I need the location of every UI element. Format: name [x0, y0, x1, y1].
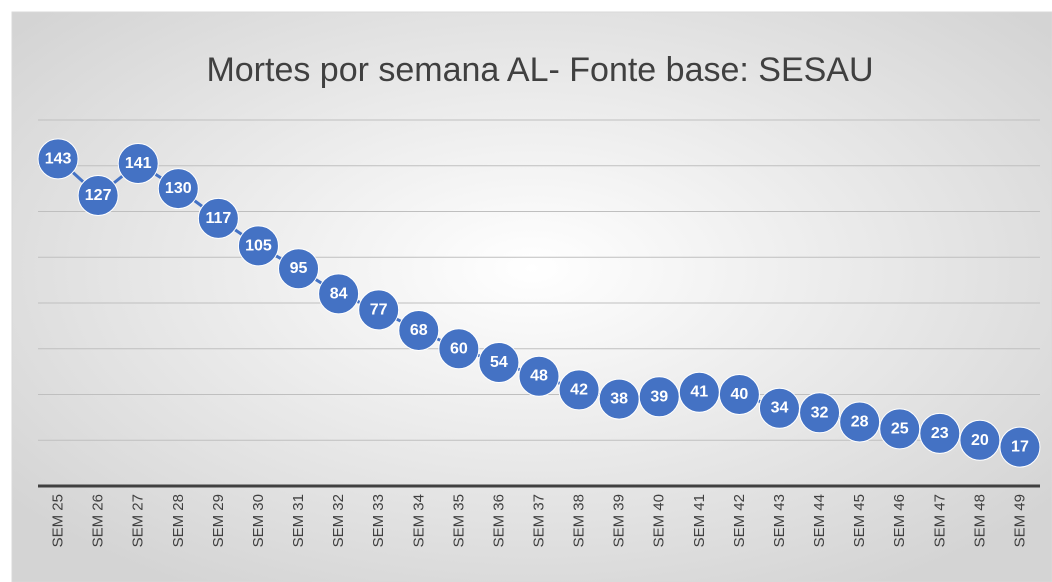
- x-tick-label: SEM 34: [410, 494, 427, 547]
- data-label: 20: [971, 432, 989, 449]
- x-tick-label: SEM 25: [50, 494, 67, 547]
- x-tick-label: SEM 26: [90, 494, 107, 547]
- marker: [999, 426, 1041, 468]
- data-label: 60: [450, 340, 468, 357]
- marker: [799, 392, 841, 434]
- marker: [398, 309, 440, 351]
- x-tick-label: SEM 37: [531, 494, 548, 547]
- data-label: 42: [570, 381, 588, 398]
- data-label: 84: [330, 285, 348, 302]
- data-label: 28: [851, 413, 869, 430]
- data-label: 105: [245, 237, 272, 254]
- x-tick-label: SEM 44: [811, 494, 828, 547]
- data-label: 41: [690, 384, 708, 401]
- x-tick-label: SEM 41: [691, 494, 708, 547]
- data-label: 32: [811, 404, 829, 421]
- x-tick-label: SEM 42: [731, 494, 748, 547]
- data-label: 17: [1011, 439, 1029, 456]
- marker: [919, 412, 961, 454]
- data-label: 25: [891, 420, 909, 437]
- marker: [237, 225, 279, 267]
- data-label: 54: [490, 354, 508, 371]
- marker: [37, 138, 79, 180]
- data-label: 77: [370, 301, 388, 318]
- marker: [278, 248, 320, 290]
- x-tick-label: SEM 29: [210, 494, 227, 547]
- marker: [438, 328, 480, 370]
- marker: [879, 408, 921, 450]
- data-label: 48: [530, 368, 548, 385]
- marker: [758, 387, 800, 429]
- x-tick-label: SEM 28: [170, 494, 187, 547]
- data-label: 141: [125, 155, 152, 172]
- x-tick-label: SEM 47: [931, 494, 948, 547]
- x-tick-label: SEM 48: [971, 494, 988, 547]
- x-tick-label: SEM 49: [1011, 494, 1028, 547]
- x-tick-label: SEM 30: [250, 494, 267, 547]
- x-tick-label: SEM 32: [330, 494, 347, 547]
- marker: [959, 419, 1001, 461]
- chart-title: Mortes por semana AL- Fonte base: SESAU: [206, 51, 873, 89]
- marker: [718, 374, 760, 415]
- data-label: 38: [610, 391, 628, 408]
- x-tick-label: SEM 38: [571, 494, 588, 547]
- marker: [638, 376, 680, 418]
- data-label: 40: [731, 386, 749, 403]
- data-label: 130: [165, 180, 192, 197]
- data-label: 39: [650, 388, 668, 405]
- x-tick-label: SEM 31: [290, 494, 307, 547]
- marker: [358, 289, 400, 331]
- x-tick-label: SEM 45: [851, 494, 868, 547]
- marker: [197, 197, 239, 239]
- x-tick-label: SEM 33: [370, 494, 387, 547]
- x-tick-label: SEM 46: [891, 494, 908, 547]
- data-label: 23: [931, 425, 949, 442]
- data-label: 95: [290, 260, 308, 277]
- x-tick-label: SEM 35: [450, 494, 467, 547]
- marker: [558, 369, 600, 411]
- x-tick-label: SEM 43: [771, 494, 788, 547]
- marker: [839, 401, 881, 443]
- data-label: 143: [45, 150, 72, 167]
- data-label: 127: [85, 187, 112, 204]
- x-tick-label: SEM 39: [611, 494, 628, 547]
- x-tick-label: SEM 36: [490, 494, 507, 547]
- data-label: 68: [410, 322, 428, 339]
- marker: [318, 273, 360, 315]
- marker: [117, 142, 159, 184]
- x-tick-label: SEM 27: [130, 494, 147, 547]
- marker: [77, 174, 119, 216]
- x-tick-label: SEM 40: [651, 494, 668, 547]
- data-label: 34: [771, 400, 789, 417]
- marker: [478, 341, 520, 383]
- marker: [157, 168, 199, 210]
- data-label: 117: [205, 210, 231, 227]
- marker: [518, 355, 560, 397]
